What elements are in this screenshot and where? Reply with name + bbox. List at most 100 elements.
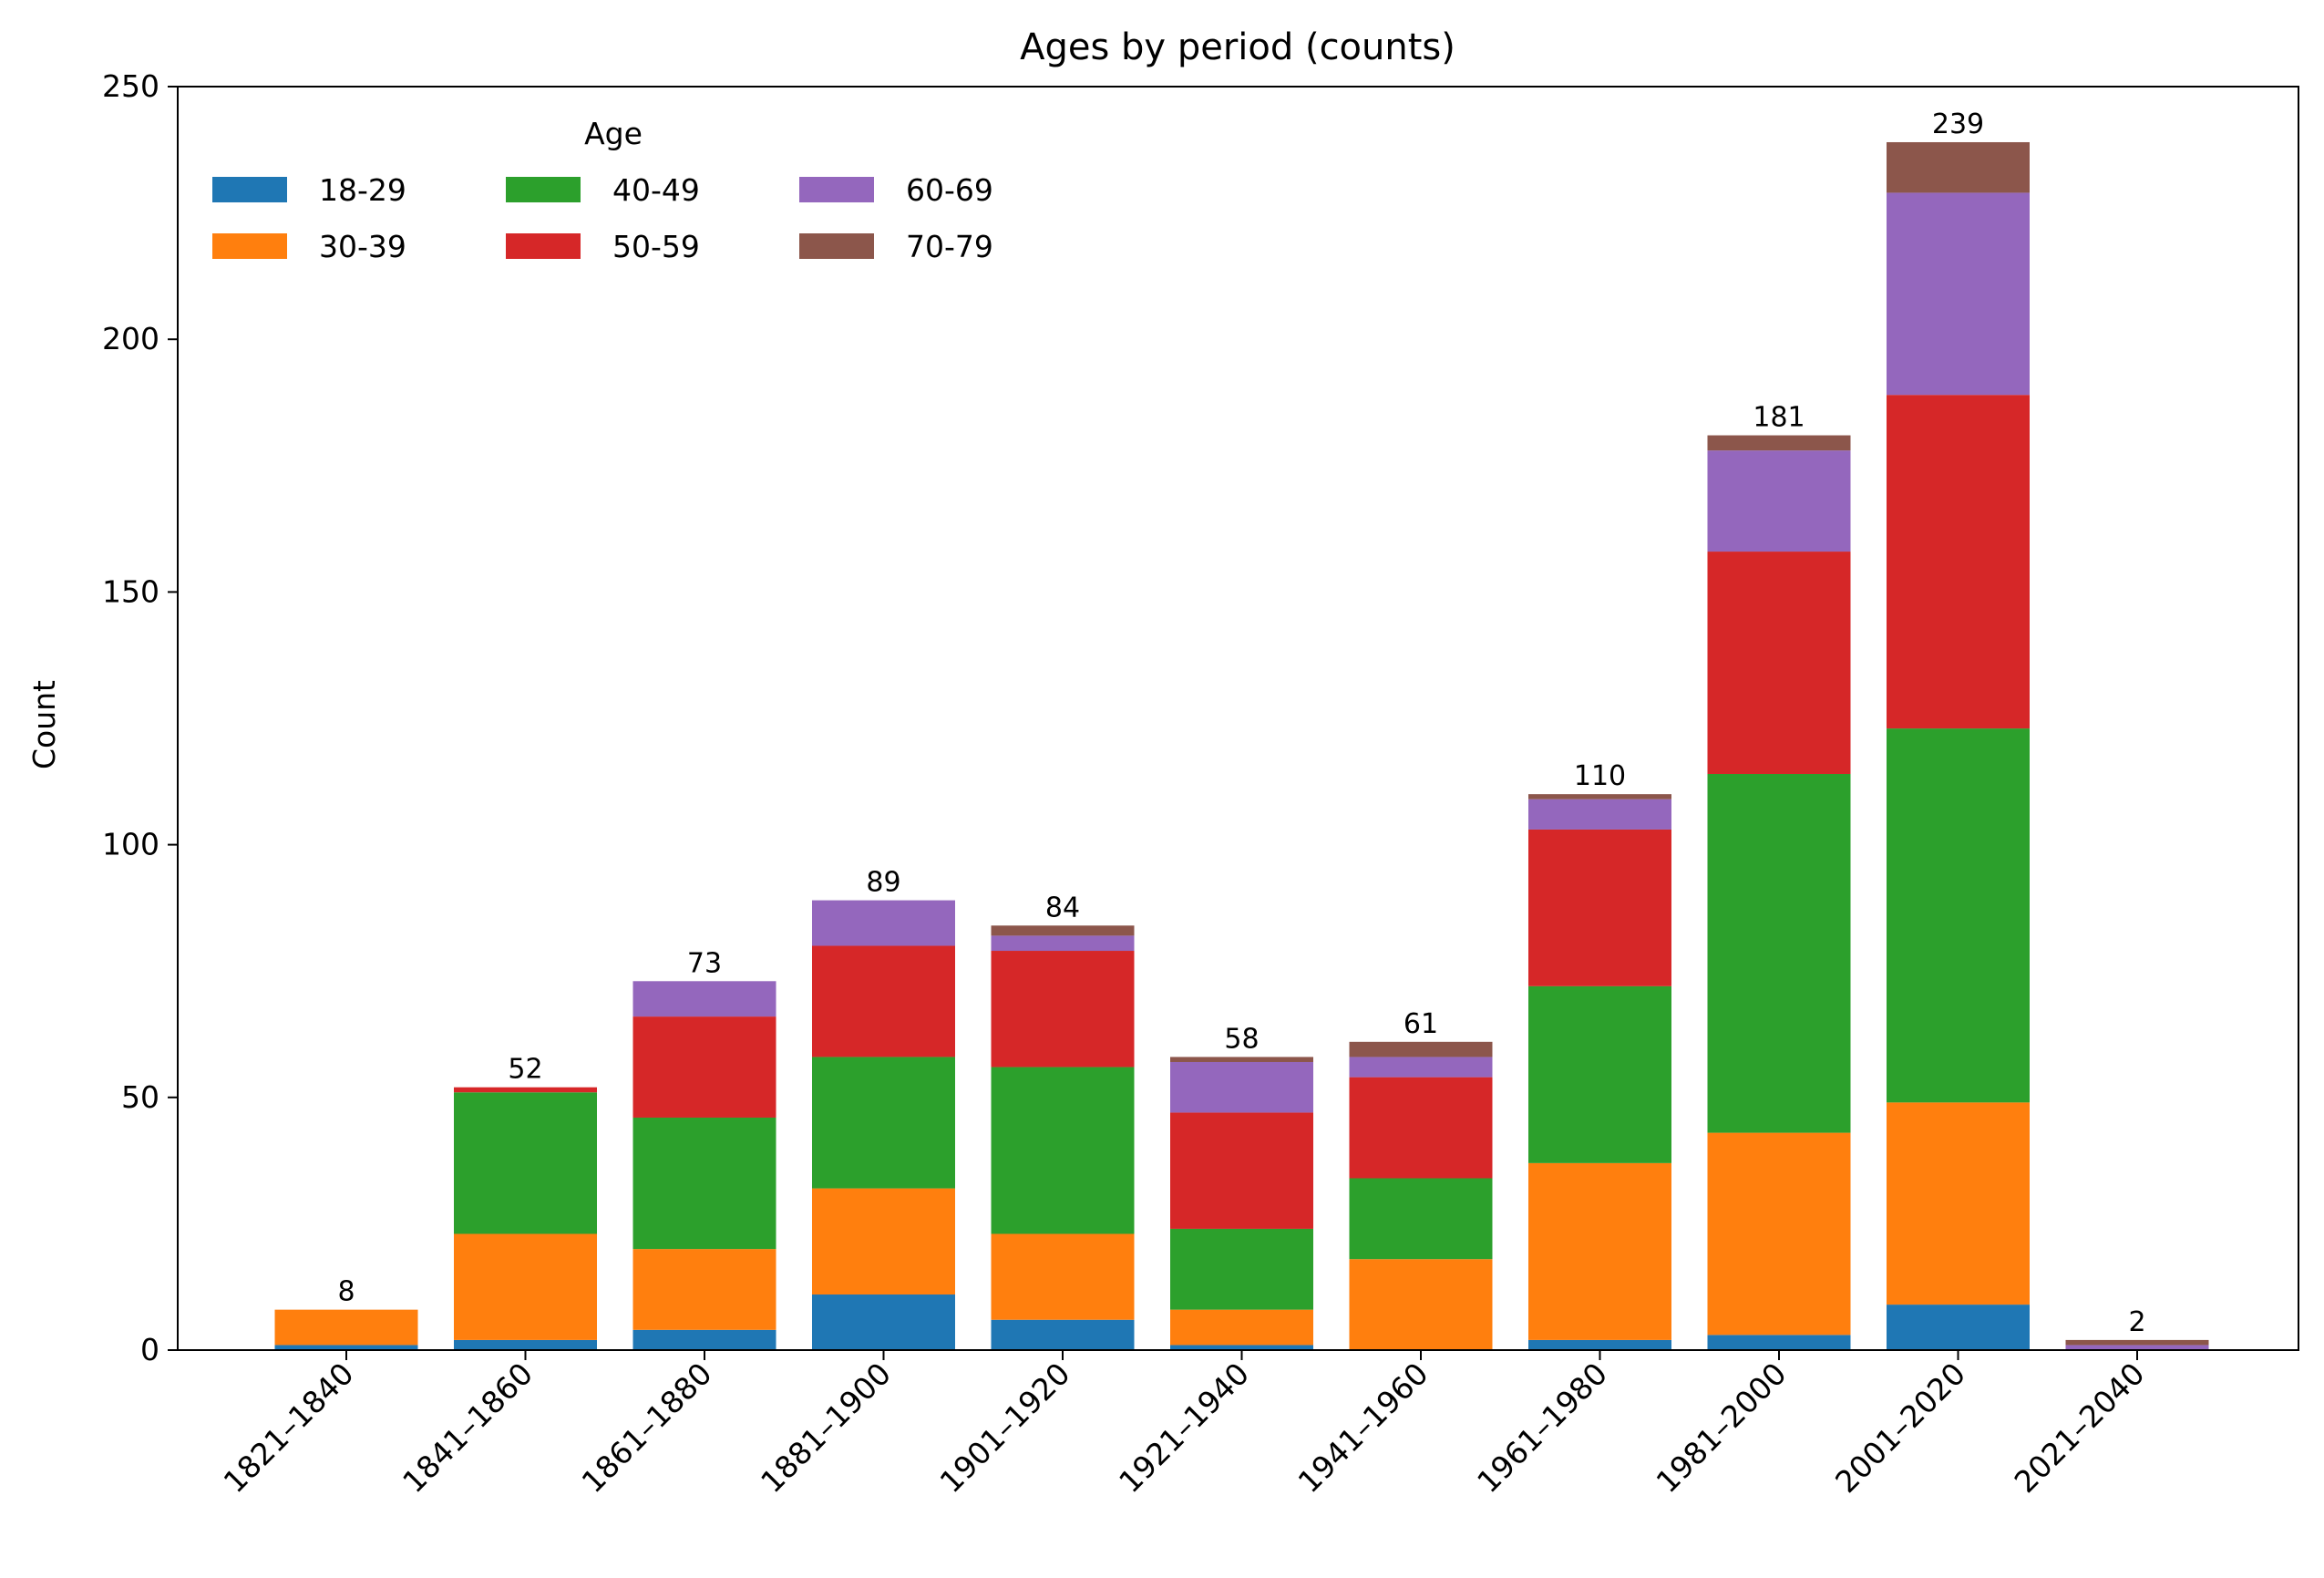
bar-segment-30-39-9 [1887, 1102, 2030, 1305]
y-tick-label-250: 250 [102, 68, 159, 104]
x-tick-label-10: 2021–2040 [2008, 1356, 2152, 1500]
total-label-8: 181 [1753, 402, 1805, 434]
bar-segment-30-39-3 [812, 1188, 955, 1295]
legend-label-50-59: 50-59 [612, 229, 700, 264]
bar-segment-70-79-5 [1170, 1057, 1313, 1062]
x-tick-label-8: 1981–2000 [1650, 1356, 1794, 1500]
bar-segment-60-69-6 [1349, 1057, 1493, 1078]
bar-segment-70-79-4 [991, 925, 1135, 936]
bar-segment-60-69-9 [1887, 192, 2030, 396]
total-label-0: 8 [337, 1276, 355, 1308]
legend-title: Age [584, 116, 643, 151]
bar-segment-18-29-7 [1528, 1339, 1671, 1350]
bar-segment-50-59-9 [1887, 395, 2030, 729]
bar-segment-50-59-1 [454, 1087, 597, 1093]
bar-segment-60-69-10 [2065, 1345, 2209, 1350]
bar-segment-60-69-2 [632, 981, 776, 1017]
total-label-1: 52 [508, 1054, 542, 1086]
legend-label-60-69: 60-69 [906, 172, 993, 208]
y-axis-label: Count [26, 680, 62, 769]
x-tick-label-7: 1961–1980 [1470, 1356, 1614, 1500]
bar-segment-70-79-6 [1349, 1041, 1493, 1057]
bar-segment-30-39-6 [1349, 1259, 1493, 1350]
bar-segment-30-39-8 [1707, 1132, 1851, 1336]
bar-segment-70-79-8 [1707, 435, 1851, 451]
x-tick-label-1: 1841–1860 [396, 1356, 540, 1500]
chart-title: Ages by period (counts) [1020, 26, 1455, 68]
total-label-4: 84 [1045, 892, 1080, 923]
legend: Age 18-29 30-39 40-49 50-59 60-69 70-79 [212, 116, 993, 264]
bar-segment-18-29-9 [1887, 1305, 2030, 1350]
legend-swatch-40-49 [506, 177, 581, 202]
total-label-10: 2 [2128, 1306, 2145, 1338]
bar-segment-60-69-7 [1528, 799, 1671, 830]
bar-segment-18-29-8 [1707, 1335, 1851, 1350]
bar-segment-60-69-8 [1707, 450, 1851, 552]
bar-segment-70-79-10 [2065, 1339, 2209, 1346]
bars-group [274, 141, 2209, 1350]
x-tick-label-6: 1941–1960 [1291, 1356, 1435, 1500]
bar-segment-60-69-3 [812, 900, 955, 946]
totals-group: 8 52 73 89 84 58 61 110 181 239 2 [337, 108, 2145, 1338]
total-label-6: 61 [1404, 1008, 1438, 1040]
bar-segment-30-39-5 [1170, 1309, 1313, 1346]
bar-segment-50-59-7 [1528, 829, 1671, 986]
y-tick-label-50: 50 [121, 1079, 159, 1115]
legend-swatch-30-39 [212, 233, 287, 259]
legend-swatch-60-69 [799, 177, 874, 202]
bar-segment-40-49-2 [632, 1117, 776, 1250]
bar-segment-18-29-4 [991, 1319, 1135, 1350]
x-tick-label-3: 1881–1900 [754, 1356, 898, 1500]
bar-segment-40-49-1 [454, 1092, 597, 1234]
legend-swatch-18-29 [212, 177, 287, 202]
bar-segment-30-39-0 [274, 1309, 418, 1346]
y-tick-label-100: 100 [102, 827, 159, 862]
x-tick-label-0: 1821–1840 [217, 1356, 361, 1500]
bar-segment-18-29-0 [274, 1345, 418, 1350]
bar-segment-18-29-3 [812, 1294, 955, 1350]
bar-segment-60-69-5 [1170, 1061, 1313, 1113]
legend-label-18-29: 18-29 [319, 172, 406, 208]
y-tick-label-150: 150 [102, 573, 159, 609]
y-tick-label-200: 200 [102, 321, 159, 356]
bar-segment-50-59-2 [632, 1016, 776, 1118]
legend-swatch-50-59 [506, 233, 581, 259]
x-tick-label-4: 1901–1920 [933, 1356, 1077, 1500]
plot-frame [177, 86, 2299, 1351]
x-tick-label-2: 1861–1880 [575, 1356, 719, 1500]
legend-label-40-49: 40-49 [612, 172, 700, 208]
bar-segment-40-49-8 [1707, 773, 1851, 1133]
bar-segment-50-59-6 [1349, 1077, 1493, 1179]
bar-segment-70-79-9 [1887, 141, 2030, 193]
legend-label-70-79: 70-79 [906, 229, 993, 264]
bar-segment-50-59-3 [812, 945, 955, 1057]
bar-segment-18-29-2 [632, 1329, 776, 1350]
bar-segment-50-59-4 [991, 951, 1135, 1067]
bar-segment-40-49-4 [991, 1067, 1135, 1234]
bar-segment-40-49-6 [1349, 1178, 1493, 1260]
x-tick-label-5: 1921–1940 [1112, 1356, 1256, 1500]
legend-swatch-70-79 [799, 233, 874, 259]
x-tick-label-9: 2001–2020 [1828, 1356, 1972, 1500]
bar-segment-40-49-5 [1170, 1228, 1313, 1310]
bar-segment-50-59-5 [1170, 1112, 1313, 1229]
bar-segment-18-29-5 [1170, 1345, 1313, 1350]
bar-segment-30-39-4 [991, 1233, 1135, 1320]
total-label-9: 239 [1932, 108, 1984, 140]
bar-segment-40-49-9 [1887, 728, 2030, 1103]
bar-segment-40-49-7 [1528, 985, 1671, 1163]
total-label-2: 73 [687, 947, 722, 979]
bar-segment-30-39-7 [1528, 1162, 1671, 1340]
bar-segment-30-39-2 [632, 1249, 776, 1330]
y-tick-label-0: 0 [140, 1332, 159, 1367]
total-label-7: 110 [1574, 760, 1626, 792]
legend-label-30-39: 30-39 [319, 229, 406, 264]
total-label-5: 58 [1224, 1023, 1259, 1055]
bar-segment-30-39-1 [454, 1233, 597, 1340]
bar-segment-70-79-7 [1528, 794, 1671, 799]
bar-segment-18-29-1 [454, 1339, 597, 1350]
bar-segment-40-49-3 [812, 1057, 955, 1189]
total-label-3: 89 [866, 867, 900, 899]
